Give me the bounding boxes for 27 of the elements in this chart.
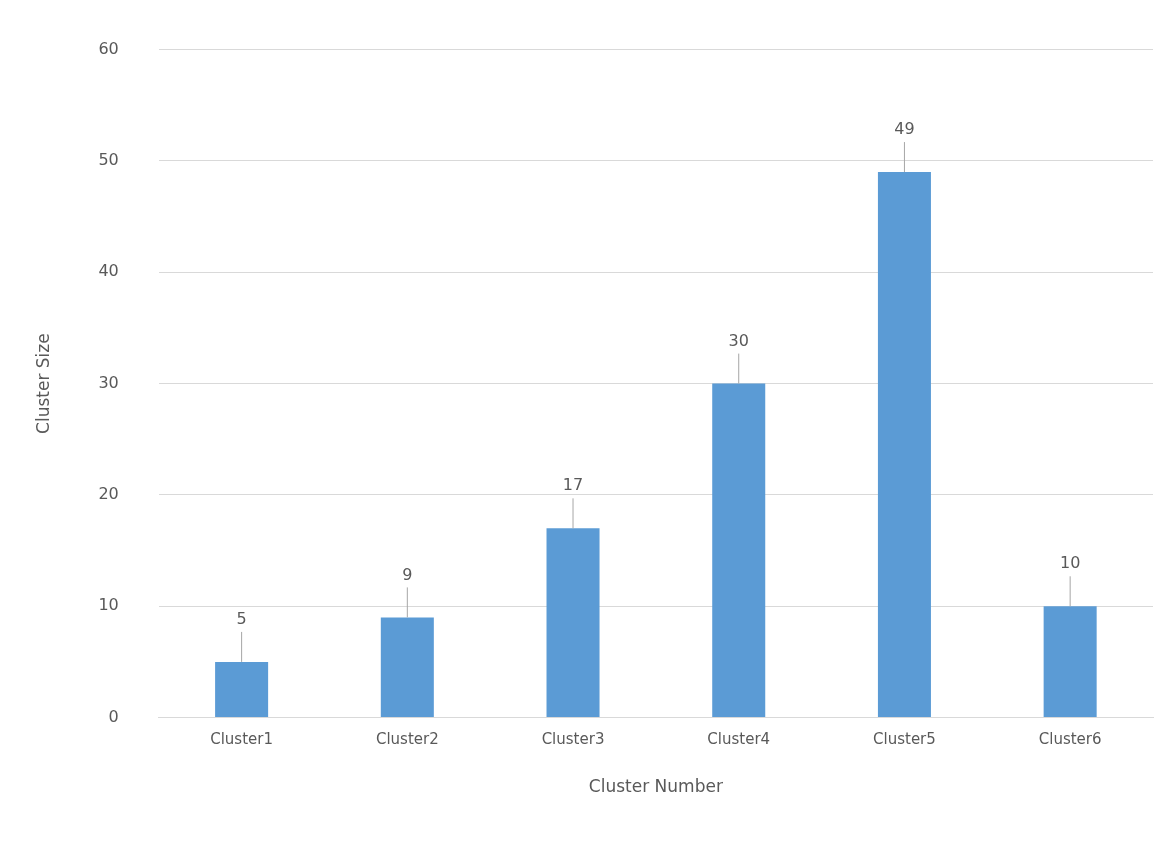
data-label: 9 bbox=[402, 564, 413, 584]
bar bbox=[546, 528, 600, 718]
y-tick-label: 10 bbox=[98, 595, 119, 615]
data-label: 10 bbox=[1059, 553, 1081, 573]
bar bbox=[1043, 606, 1097, 718]
y-tick-label: 20 bbox=[98, 484, 119, 504]
x-tick-label: Cluster5 bbox=[873, 730, 936, 749]
y-tick-label: 30 bbox=[98, 372, 119, 392]
bar bbox=[380, 617, 434, 718]
x-tick-label: Cluster3 bbox=[541, 730, 605, 749]
y-tick-label: 60 bbox=[98, 38, 119, 58]
data-label: 30 bbox=[728, 330, 749, 350]
y-tick-label: 0 bbox=[108, 706, 119, 726]
data-label: 17 bbox=[562, 475, 584, 495]
bar bbox=[877, 172, 931, 718]
bar bbox=[712, 383, 766, 718]
data-label: 5 bbox=[236, 609, 247, 629]
x-tick-label: Cluster2 bbox=[375, 730, 439, 749]
x-axis-title: Cluster Number bbox=[588, 776, 723, 797]
y-axis-title: Cluster Size bbox=[32, 333, 53, 434]
data-label: 49 bbox=[894, 119, 915, 139]
y-tick-label: 50 bbox=[98, 150, 119, 170]
y-tick-label: 40 bbox=[98, 261, 119, 281]
bar bbox=[215, 661, 269, 718]
x-tick-label: Cluster4 bbox=[707, 730, 771, 749]
x-tick-label: Cluster1 bbox=[210, 730, 274, 749]
x-tick-label: Cluster6 bbox=[1038, 730, 1102, 749]
